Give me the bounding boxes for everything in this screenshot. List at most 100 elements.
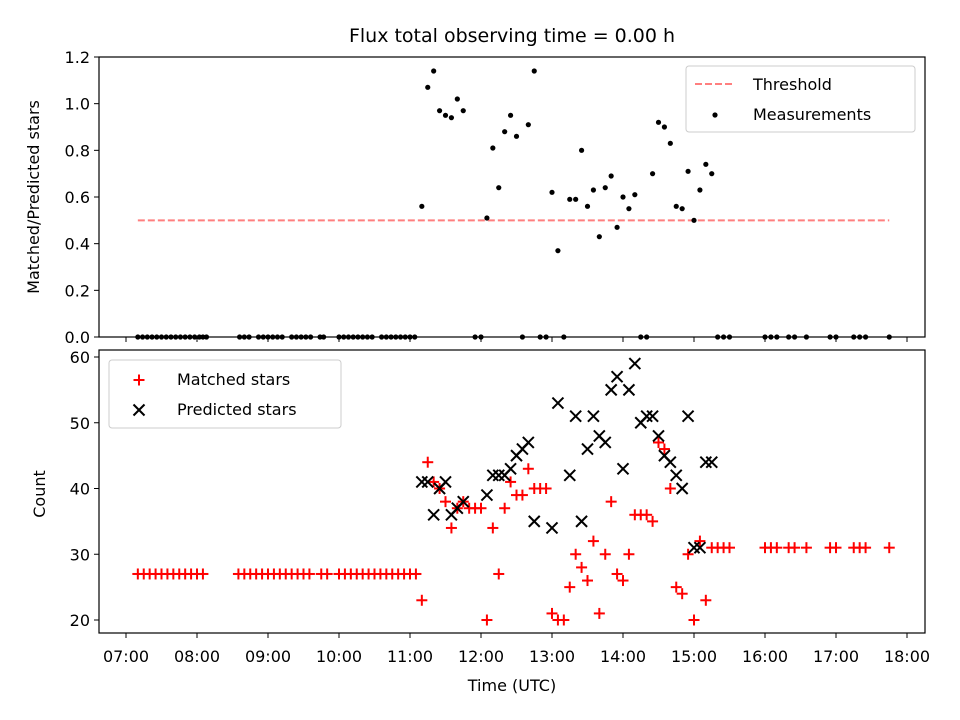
- measurement-point: [685, 168, 691, 174]
- x-stroke: [439, 475, 452, 489]
- predicted-star-point: [415, 475, 429, 489]
- measurement-point: [496, 185, 502, 191]
- legend-predicted-label: Predicted stars: [177, 400, 297, 419]
- matched-star-point: [682, 548, 694, 560]
- matched-star-point: [576, 561, 588, 573]
- x-tick-label: 09:00: [245, 647, 291, 666]
- x-stroke: [415, 475, 429, 489]
- measurement-point: [703, 161, 709, 167]
- measurement-point: [608, 173, 614, 179]
- matched-star-point: [605, 496, 617, 508]
- predicted-star-point: [528, 515, 541, 528]
- legend-predicted-swatch: [132, 403, 146, 417]
- x-stroke: [599, 436, 612, 449]
- measurement-point: [667, 140, 673, 146]
- predicted-star-point: [421, 475, 434, 489]
- matched-star-point: [422, 456, 434, 468]
- legend-threshold-label: Threshold: [752, 75, 832, 94]
- predicted-star-point: [699, 455, 713, 469]
- top-y-tick-label: 0.6: [65, 188, 90, 207]
- measurement-point: [626, 206, 632, 212]
- measurement-point: [584, 203, 591, 209]
- matched-star-point: [410, 568, 422, 580]
- legend-x-marker: [132, 403, 146, 417]
- matched-star-point: [658, 443, 670, 455]
- predicted-star-point: [604, 383, 618, 397]
- x-stroke: [545, 521, 559, 535]
- predicted-star-point: [563, 469, 576, 482]
- bottom-legend: Matched stars Predicted stars: [108, 359, 342, 429]
- predicted-star-point: [622, 383, 636, 397]
- bottom-legend-frame: [108, 359, 342, 429]
- matched-star-point: [670, 581, 682, 593]
- predicted-star-point: [569, 409, 582, 423]
- matched-star-point: [499, 502, 511, 514]
- matched-star-point: [883, 542, 895, 554]
- predicted-star-point: [670, 469, 683, 482]
- predicted-star-point: [616, 462, 630, 475]
- bottom-y-axis-label: Count: [30, 470, 49, 518]
- predicted-star-point: [504, 462, 517, 475]
- matched-star-point: [830, 542, 842, 554]
- x-stroke: [457, 495, 470, 508]
- x-tick-label: 13:00: [529, 647, 575, 666]
- x-stroke: [504, 462, 517, 475]
- x-stroke: [575, 515, 588, 528]
- x-stroke: [681, 409, 695, 423]
- x-stroke: [480, 488, 494, 502]
- x-tick-label: 07:00: [103, 647, 149, 666]
- x-stroke: [664, 455, 677, 469]
- measurement-point: [590, 187, 597, 193]
- x-tick-label: 08:00: [174, 647, 220, 666]
- matched-star-point: [522, 463, 534, 475]
- matched-star-point: [428, 476, 440, 488]
- bottom-axis-ticks: 20 30 40 50 60 07:00 08:00 09:00 10:00 11:00 12:00…: [70, 348, 930, 666]
- x-stroke: [699, 455, 713, 469]
- x-stroke: [563, 469, 576, 482]
- x-stroke: [610, 370, 624, 383]
- measurement-point: [620, 194, 626, 200]
- x-stroke: [640, 409, 653, 423]
- x-stroke: [646, 409, 659, 423]
- matched-star-point: [800, 542, 812, 554]
- measurement-point: [454, 96, 460, 102]
- measurement-point: [578, 147, 585, 153]
- x-tick-label: 16:00: [742, 647, 788, 666]
- predicted-star-point: [551, 396, 565, 410]
- predicted-star-point: [610, 370, 624, 383]
- x-stroke: [421, 475, 434, 489]
- bottom-y-tick-label: 50: [70, 414, 90, 433]
- matched-star-point: [617, 575, 629, 587]
- predicted-star-point: [581, 442, 594, 456]
- measurement-point: [442, 112, 449, 118]
- predicted-star-point: [457, 495, 470, 508]
- bottom-panel: Count Time (UTC) 20 30 40 50 60 07:00 08:00 09:…: [30, 348, 930, 695]
- measurement-point: [632, 192, 638, 198]
- measurement-point: [531, 68, 537, 74]
- x-tick-label: 14:00: [600, 647, 646, 666]
- x-tick-label: 12:00: [458, 647, 504, 666]
- bottom-y-tick-label: 20: [70, 611, 90, 630]
- x-tick-label: 11:00: [387, 647, 433, 666]
- matched-star-point: [771, 542, 783, 554]
- x-tick-label: 18:00: [884, 647, 930, 666]
- measurement-point: [596, 234, 602, 240]
- x-stroke: [705, 455, 718, 469]
- legend-matched-swatch: [133, 374, 145, 386]
- x-stroke: [132, 403, 146, 417]
- predicted-star-point: [675, 482, 689, 495]
- matched-star-point: [416, 594, 428, 606]
- measurement-point: [490, 145, 496, 151]
- top-panel: Flux total observing time = 0.00 h Match…: [24, 25, 926, 347]
- measurement-point: [661, 124, 668, 130]
- measurement-point: [513, 133, 520, 139]
- matched-star-point: [599, 548, 611, 560]
- bottom-y-tick-label: 60: [70, 348, 90, 367]
- predicted-star-point: [587, 409, 600, 423]
- matched-star-point: [303, 568, 315, 580]
- matched-star-point: [487, 522, 499, 534]
- predicted-star-point: [705, 455, 718, 469]
- predicted-star-point: [693, 541, 707, 554]
- measurement-point: [679, 206, 685, 212]
- measurement-point: [697, 187, 703, 193]
